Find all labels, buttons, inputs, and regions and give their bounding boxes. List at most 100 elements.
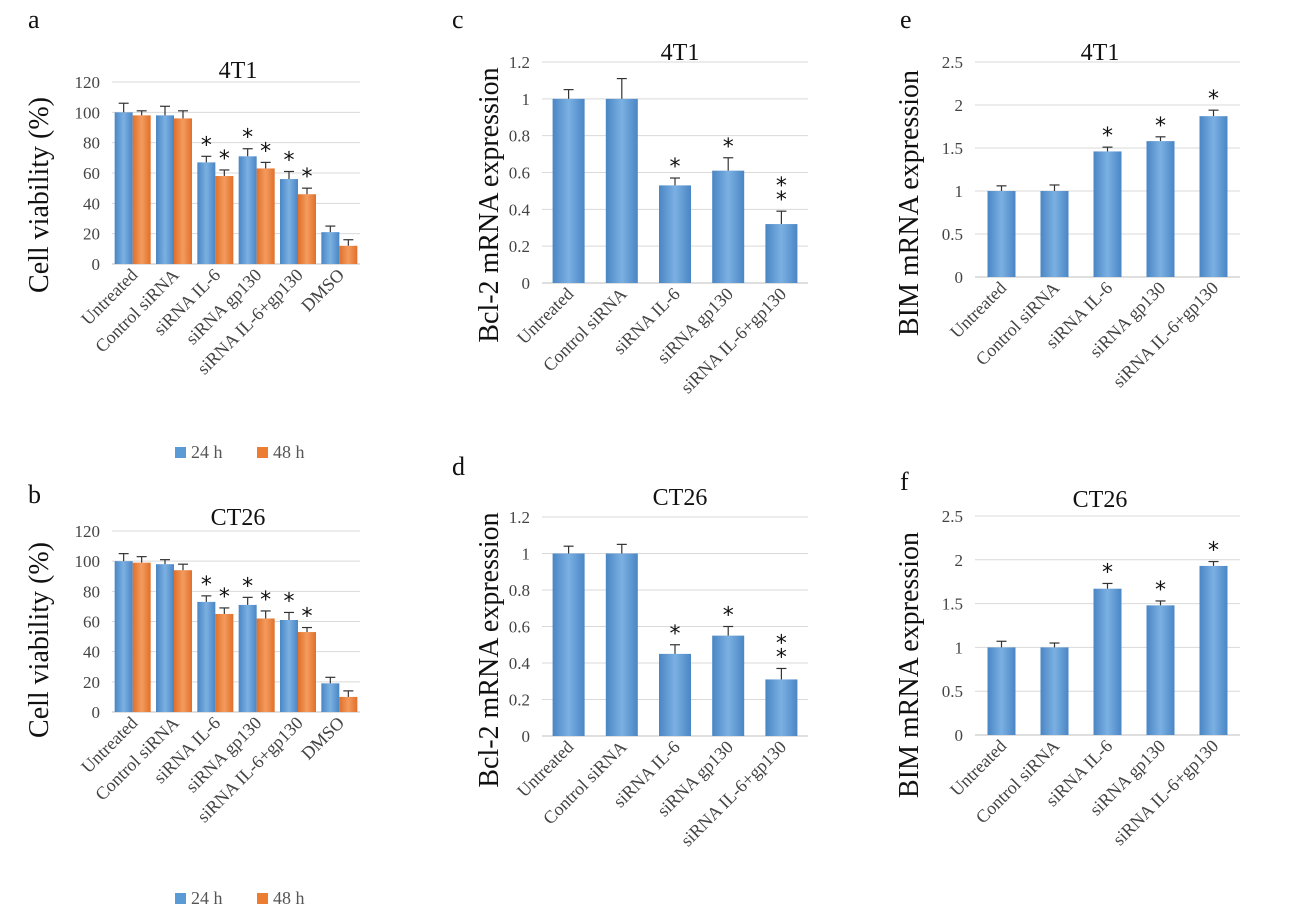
bar bbox=[238, 604, 257, 712]
bar bbox=[659, 653, 691, 736]
bar bbox=[765, 224, 798, 283]
panel-letter: e bbox=[900, 5, 912, 34]
bar bbox=[280, 619, 298, 712]
bar bbox=[605, 553, 638, 736]
chart-title: CT26 bbox=[211, 505, 266, 531]
significance-star: * bbox=[1208, 87, 1219, 112]
significance-star: * bbox=[670, 622, 681, 647]
y-tick-label: 1 bbox=[522, 545, 531, 564]
bar bbox=[256, 168, 275, 264]
bar bbox=[552, 98, 585, 283]
legend-label: 24 h bbox=[191, 442, 223, 462]
y-tick-label: 0.8 bbox=[509, 581, 530, 600]
significance-star: * bbox=[1155, 114, 1166, 139]
y-tick-label: 80 bbox=[83, 134, 100, 153]
bar bbox=[321, 232, 340, 264]
bar bbox=[215, 176, 234, 264]
bar bbox=[156, 115, 174, 264]
bar bbox=[339, 245, 358, 264]
chart-panel-d: d CT26 Bcl-2 mRNA expression 0 0.2 0.4 0.6 0.8 1… bbox=[452, 452, 808, 850]
bar bbox=[132, 562, 151, 712]
y-tick-label: 0.6 bbox=[509, 618, 530, 637]
y-tick-label: 0.2 bbox=[509, 237, 530, 256]
significance-star: * bbox=[242, 126, 253, 151]
bar bbox=[712, 635, 745, 736]
bar bbox=[1040, 647, 1069, 735]
y-tick-label: 80 bbox=[83, 582, 100, 601]
significance-star: * bbox=[776, 188, 787, 213]
bar bbox=[605, 98, 638, 283]
y-tick-label: 0 bbox=[955, 268, 964, 287]
significance-star: * bbox=[242, 574, 253, 599]
y-tick-label: 1.2 bbox=[509, 508, 530, 527]
bar bbox=[114, 561, 133, 712]
significance-star: * bbox=[260, 139, 271, 164]
legend-swatch bbox=[257, 893, 268, 904]
bar bbox=[298, 194, 316, 264]
y-tick-label: 0.8 bbox=[509, 127, 530, 146]
bar bbox=[1093, 588, 1122, 735]
y-axis-label: Bcl-2 mRNA expression bbox=[474, 512, 505, 787]
legend-swatch bbox=[175, 447, 186, 458]
significance-star: * bbox=[284, 589, 295, 614]
bar bbox=[1199, 116, 1228, 278]
legend: 24 h 48 h bbox=[175, 442, 305, 462]
legend-label: 24 h bbox=[191, 888, 223, 908]
y-tick-label: 120 bbox=[75, 522, 101, 541]
legend: 24 h 48 h bbox=[175, 888, 305, 908]
bar bbox=[1093, 151, 1122, 277]
significance-star: * bbox=[284, 148, 295, 173]
y-tick-label: 2 bbox=[955, 96, 964, 115]
panel-letter: f bbox=[900, 467, 909, 496]
y-axis-label: Bcl-2 mRNA expression bbox=[474, 67, 505, 342]
y-tick-label: 40 bbox=[83, 194, 100, 213]
y-tick-label: 20 bbox=[83, 225, 100, 244]
y-tick-label: 1.5 bbox=[942, 139, 963, 158]
bar bbox=[280, 179, 298, 264]
significance-star: * bbox=[723, 604, 734, 629]
chart-title: CT26 bbox=[1073, 487, 1128, 513]
y-tick-label: 60 bbox=[83, 613, 100, 632]
legend-label: 48 h bbox=[273, 442, 305, 462]
significance-star: * bbox=[201, 133, 212, 158]
bar bbox=[238, 156, 257, 264]
y-tick-label: 0.4 bbox=[509, 200, 531, 219]
y-tick-label: 0.5 bbox=[942, 682, 963, 701]
y-tick-label: 2 bbox=[955, 551, 964, 570]
y-tick-label: 0 bbox=[92, 255, 101, 274]
y-tick-label: 1 bbox=[522, 90, 531, 109]
significance-star: * bbox=[1155, 578, 1166, 603]
legend-swatch bbox=[257, 447, 268, 458]
legend-swatch bbox=[175, 893, 186, 904]
bar bbox=[765, 679, 798, 736]
y-tick-label: 0.4 bbox=[509, 654, 531, 673]
y-tick-label: 1.2 bbox=[509, 53, 530, 72]
significance-star: * bbox=[776, 631, 787, 656]
panel-letter: a bbox=[28, 5, 40, 34]
y-tick-label: 0 bbox=[955, 726, 964, 745]
panel-letter: b bbox=[28, 480, 41, 509]
bar bbox=[1040, 191, 1069, 277]
y-tick-label: 0.2 bbox=[509, 691, 530, 710]
x-tick-label: DMSO bbox=[297, 713, 348, 764]
significance-star: * bbox=[302, 165, 313, 190]
bar bbox=[987, 191, 1016, 277]
significance-star: * bbox=[776, 645, 787, 670]
significance-star: * bbox=[1102, 560, 1113, 585]
significance-star: * bbox=[776, 174, 787, 199]
bar bbox=[197, 601, 216, 712]
bar bbox=[256, 618, 275, 712]
y-tick-label: 0 bbox=[522, 274, 531, 293]
bar bbox=[1199, 565, 1228, 735]
y-tick-label: 40 bbox=[83, 643, 100, 662]
y-tick-label: 1 bbox=[955, 638, 964, 657]
y-tick-label: 1.5 bbox=[942, 595, 963, 614]
bar bbox=[552, 553, 585, 736]
y-tick-label: 20 bbox=[83, 673, 100, 692]
bar bbox=[1146, 605, 1175, 735]
